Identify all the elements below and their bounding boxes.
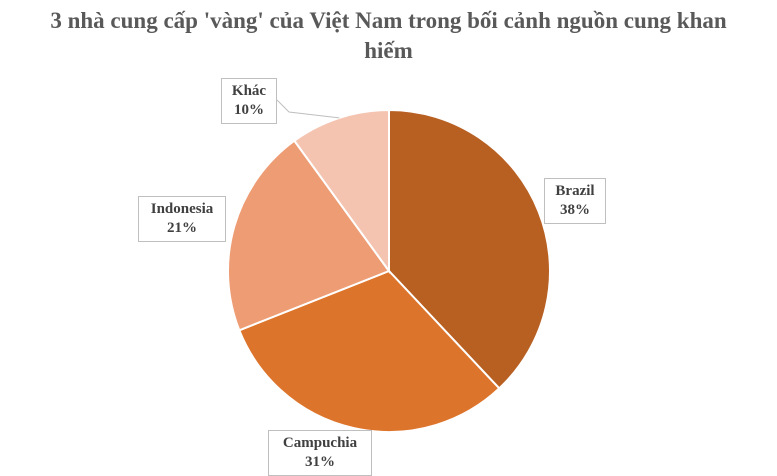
pie-slice-indonesia [227,139,391,332]
data-label-value: 31% [305,454,335,470]
data-label-value: 38% [560,202,590,218]
pie-slice-campuchia [238,269,501,433]
chart-title: 3 nhà cung cấp 'vàng' của Việt Nam trong… [50,8,727,63]
pie-slices [227,108,551,433]
data-label-brazil: Brazil 38% [544,178,606,224]
pie-slice-brazil [388,108,551,390]
pie-slice-khác [292,108,390,275]
data-label-name: Khác [231,83,267,99]
data-label-name: Indonesia [150,201,214,217]
data-label-khác: Khác 10% [221,78,277,124]
data-label-campuchia: Campuchia 31% [268,430,372,476]
data-label-value: 21% [167,220,197,236]
data-label-value: 10% [234,102,264,118]
data-label-indonesia: Indonesia 21% [138,196,226,242]
data-label-name: Campuchia [282,435,358,451]
leader-lines [276,99,340,119]
leader-line-khác [276,99,340,119]
data-label-name: Brazil [555,183,595,199]
